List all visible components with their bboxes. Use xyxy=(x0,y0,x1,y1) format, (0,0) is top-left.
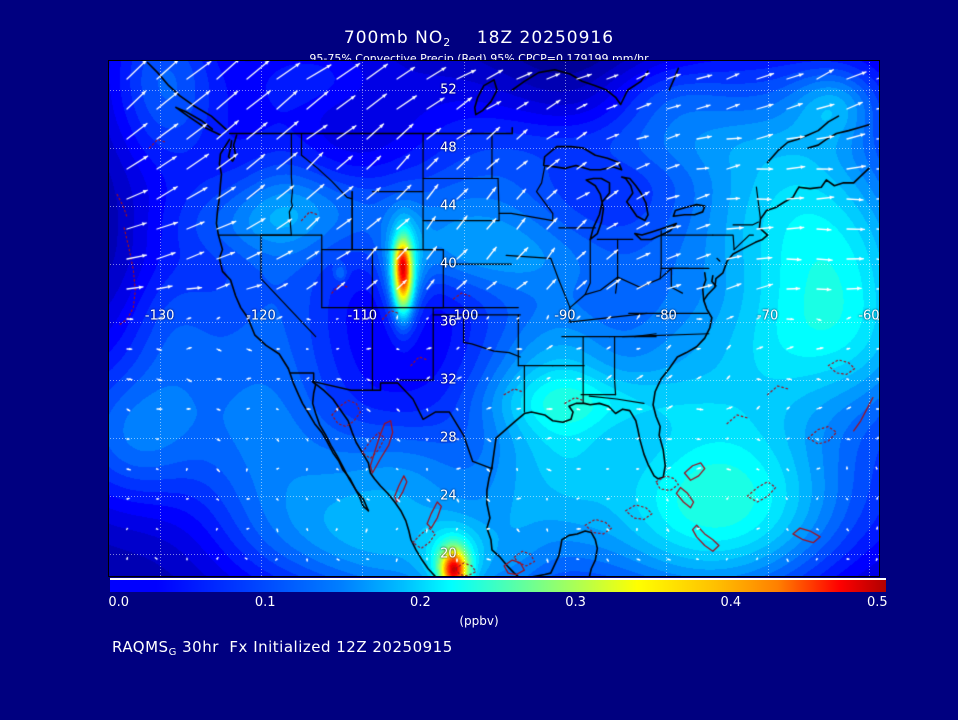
title-species-subscript: 2 xyxy=(443,36,452,49)
colorbar-tick-0-3: 0.3 xyxy=(565,595,586,610)
colorbar-tick-0-0: 0.0 xyxy=(108,595,130,610)
title-species: 700mb NO xyxy=(343,28,444,48)
colorbar-top-rule xyxy=(110,578,886,580)
colorbar-tick-0-4: 0.4 xyxy=(720,595,742,610)
colorbar-tick-0-1: 0.1 xyxy=(254,595,276,610)
colorbar-tick-0-5: 0.5 xyxy=(866,595,888,610)
map-overlay-geography-winds xyxy=(109,61,879,576)
colorbar-tick-labels: 0.0 0.1 0.2 0.3 0.4 0.5 xyxy=(108,595,888,615)
map-panel[interactable]: 52 48 44 40 36 32 28 24 20 -130 -120 -110 -100 -90 -80… xyxy=(108,60,880,577)
footer-caption: RAQMSG 30hr Fx Initialized 12Z 20250915 xyxy=(112,638,453,658)
colorbar-units-label: (ppbv) xyxy=(459,614,499,628)
page-title: 700mb NO2 18Z 20250916 xyxy=(0,28,958,49)
colorbar-tick-0-2: 0.2 xyxy=(410,595,431,610)
title-spacer xyxy=(451,28,477,48)
title-time: 18Z 20250916 xyxy=(476,28,615,48)
colorbar-container: 0.0 0.1 0.2 0.3 0.4 0.5 xyxy=(108,578,888,615)
footer-text: 30hr Fx Initialized 12Z 20250915 xyxy=(182,638,453,656)
colorbar-gradient xyxy=(110,580,886,592)
footer-model: RAQMS xyxy=(112,638,169,656)
footer-model-subscript: G xyxy=(168,647,177,658)
